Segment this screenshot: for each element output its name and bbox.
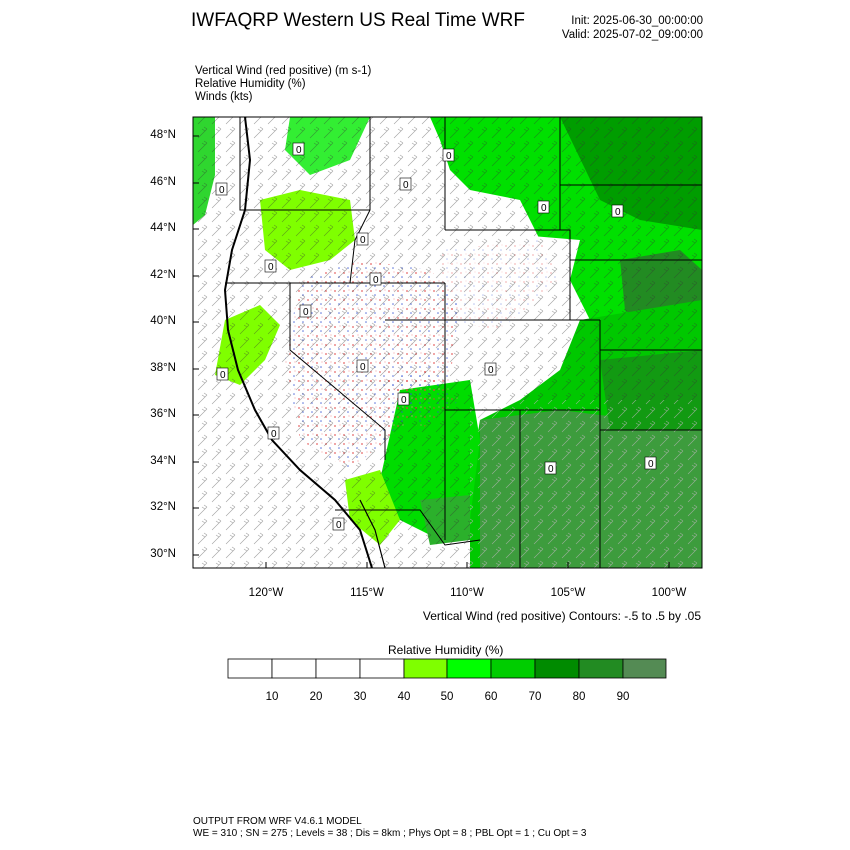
lat-label-44: 44°N	[150, 222, 176, 234]
map-title: IWFAQRP Western US Real Time WRF	[191, 10, 525, 31]
svg-text:0: 0	[296, 145, 302, 156]
lon-label-120: 120°W	[248, 587, 284, 599]
lat-label-34: 34°N	[150, 455, 176, 467]
valid-time: Valid: 2025-07-02_09:00:00	[561, 29, 703, 41]
contour-label: 0	[544, 461, 557, 475]
init-time: Init: 2025-06-30_00:00:00	[571, 15, 703, 27]
footer-options: WE = 310 ; SN = 275 ; Levels = 38 ; Dis …	[193, 828, 587, 839]
contour-labels: 0 0 0 0 0 0 0 0 0 0 0 0 0 0 0 0 0 0	[215, 142, 657, 531]
svg-text:0: 0	[373, 275, 379, 286]
contour-label: 0	[215, 182, 228, 196]
colorbar-tick: 50	[440, 691, 454, 703]
svg-text:0: 0	[268, 262, 274, 273]
lon-label-105: 105°W	[550, 587, 586, 599]
colorbar-tick: 40	[397, 691, 411, 703]
lat-label-42: 42°N	[150, 269, 176, 281]
contour-label: 0	[267, 426, 280, 440]
svg-text:0: 0	[303, 307, 309, 318]
svg-text:0: 0	[488, 365, 494, 376]
colorbar-tick: 20	[309, 691, 323, 703]
contour-label: 0	[356, 359, 369, 373]
svg-text:0: 0	[336, 520, 342, 531]
lat-label-32: 32°N	[150, 501, 176, 513]
colorbar-tick: 70	[528, 691, 542, 703]
contour-label: 0	[332, 517, 345, 531]
contour-label: 0	[356, 232, 369, 246]
contour-label: 0	[216, 367, 229, 381]
svg-text:0: 0	[271, 429, 277, 440]
humidity-colorbar	[227, 658, 667, 679]
field-vertical-wind: Vertical Wind (red positive) (m s-1)	[195, 65, 372, 77]
field-legend: Vertical Wind (red positive) (m s-1) Rel…	[195, 65, 371, 104]
init-valid-times: Init: 2025-06-30_00:00:00 Valid: 2025-07…	[562, 14, 703, 42]
contour-label: 0	[484, 362, 497, 376]
colorbar-tick: 60	[484, 691, 498, 703]
model-footer: OUTPUT FROM WRF V4.6.1 MODEL WE = 310 ; …	[193, 816, 586, 840]
map-field-layer	[193, 117, 702, 568]
field-relative-humidity: Relative Humidity (%)	[195, 78, 306, 90]
lon-label-110: 110°W	[450, 587, 484, 599]
contour-label: 0	[369, 272, 382, 286]
svg-text:0: 0	[446, 151, 452, 162]
footer-model: OUTPUT FROM WRF V4.6.1 MODEL	[193, 816, 362, 827]
colorbar-tick: 10	[265, 691, 279, 703]
lon-label-100: 100°W	[651, 587, 687, 599]
svg-text:0: 0	[401, 395, 407, 406]
contour-label: 0	[397, 392, 410, 406]
colorbar-tick: 30	[353, 691, 367, 703]
contour-label: 0	[442, 148, 455, 162]
svg-text:0: 0	[541, 203, 547, 214]
lat-label-48: 48°N	[150, 129, 176, 141]
lon-label-115: 115°W	[350, 587, 384, 599]
field-winds: Winds (kts)	[195, 91, 253, 103]
lat-label-30: 30°N	[150, 548, 176, 560]
lat-label-38: 38°N	[150, 362, 176, 374]
svg-text:0: 0	[220, 370, 226, 381]
axis-ticks	[193, 135, 670, 568]
svg-text:0: 0	[548, 464, 554, 475]
contour-label: 0	[264, 259, 277, 273]
contour-note: Vertical Wind (red positive) Contours: -…	[422, 609, 701, 623]
contour-label: 0	[299, 304, 312, 318]
contour-label: 0	[399, 177, 412, 191]
svg-text:0: 0	[360, 362, 366, 373]
svg-text:0: 0	[615, 207, 621, 218]
lat-label-36: 36°N	[150, 408, 176, 420]
contour-label: 0	[644, 456, 657, 470]
svg-text:0: 0	[219, 185, 225, 196]
contour-label: 0	[292, 142, 305, 156]
map-frame	[192, 116, 703, 569]
contour-label: 0	[537, 200, 550, 214]
colorbar-tick: 80	[572, 691, 586, 703]
svg-text:0: 0	[403, 180, 409, 191]
contour-label: 0	[611, 204, 624, 218]
colorbar-title: Relative Humidity (%)	[388, 643, 504, 657]
lat-label-40: 40°N	[150, 315, 176, 327]
svg-text:0: 0	[360, 235, 366, 246]
svg-text:0: 0	[648, 459, 654, 470]
lat-label-46: 46°N	[150, 176, 176, 188]
colorbar-tick: 90	[616, 691, 630, 703]
